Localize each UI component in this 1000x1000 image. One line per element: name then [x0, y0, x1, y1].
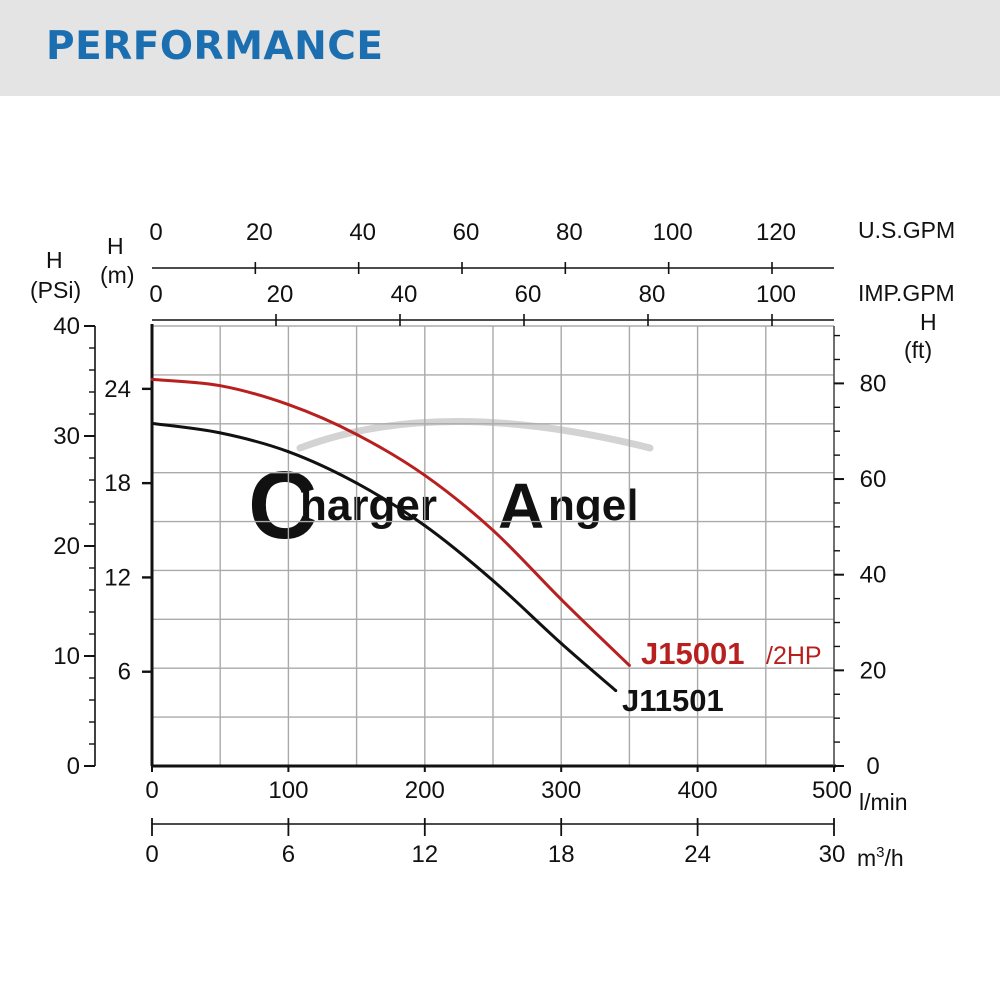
y-tick-label-m: 24 [104, 376, 131, 403]
y-tick-label-ft: 0 [866, 753, 879, 780]
y-tick-label-m: 12 [104, 564, 131, 591]
x-tick-label-imp-gpm: 20 [267, 281, 294, 308]
y-label-ft-h: H [920, 309, 937, 335]
data-point-j11501 [559, 641, 563, 645]
y-label-ft-unit: (ft) [904, 337, 932, 363]
y-tick-label-psi: 10 [53, 643, 80, 670]
x-tick-label-lpm: 500 [812, 777, 852, 804]
data-point-j15001 [286, 403, 290, 407]
y-label-m-unit: (m) [100, 262, 134, 288]
x-tick-label-lpm: 400 [678, 777, 718, 804]
y-label-m-h: H [107, 233, 124, 259]
y-tick-label-psi: 40 [53, 313, 80, 340]
y-tick-label-ft: 40 [860, 562, 887, 589]
x-tick-label-lpm: 0 [145, 777, 158, 804]
data-point-j11501 [614, 689, 618, 693]
y-label-psi-h: H [46, 247, 63, 273]
x-tick-label-lpm: 200 [405, 777, 445, 804]
data-point-j15001 [559, 597, 563, 601]
series-label-j11501: J11501 [622, 683, 724, 718]
x-tick-label-us-gpm: 0 [149, 219, 162, 246]
x-tick-label-imp-gpm: 100 [756, 281, 796, 308]
y-tick-label-ft: 60 [860, 466, 887, 493]
x-tick-label-imp-gpm: 40 [391, 281, 418, 308]
x-tick-label-m3h: 24 [684, 841, 711, 868]
x-tick-label-us-gpm: 120 [756, 219, 796, 246]
x-tick-label-imp-gpm: 80 [639, 281, 666, 308]
data-point-j15001 [627, 663, 631, 667]
y-tick-label-m: 6 [118, 659, 131, 686]
x-tick-label-m3h: 18 [548, 841, 575, 868]
x-tick-label-lpm: 100 [268, 777, 308, 804]
x-tick-label-imp-gpm: 60 [515, 281, 542, 308]
chart-axes [84, 262, 844, 836]
data-point-j11501 [218, 431, 222, 435]
data-point-j15001 [150, 377, 154, 381]
x-tick-label-m3h: 30 [819, 841, 846, 868]
series-line-j11501 [151, 421, 617, 692]
series-label-power: /2HP [766, 642, 822, 670]
x-tick-label-m3h: 12 [411, 841, 438, 868]
data-point-j15001 [218, 384, 222, 388]
watermark-initial-c: C [248, 452, 317, 559]
x-tick-label-us-gpm: 80 [556, 219, 583, 246]
watermark-swoosh [296, 418, 654, 452]
y-tick-label-psi: 20 [53, 533, 80, 560]
y-tick-label-ft: 20 [860, 657, 887, 684]
data-point-j15001 [355, 432, 359, 436]
series-line-j15001 [151, 377, 631, 667]
y-label-psi-unit: (PSi) [30, 277, 81, 303]
header-banner: PERFORMANCE [0, 0, 1000, 96]
y-tick-label-m: 18 [104, 470, 131, 497]
x-tick-label-lpm: 300 [541, 777, 581, 804]
x-tick-label-m3h: 0 [145, 841, 158, 868]
data-point-j11501 [150, 421, 154, 425]
x-unit-imp-gpm: IMP.GPM [858, 280, 955, 306]
data-point-j11501 [491, 579, 495, 583]
x-tick-label-us-gpm: 40 [349, 219, 376, 246]
y-tick-label-ft: 80 [860, 370, 887, 397]
watermark-initial-a: A [498, 470, 544, 542]
x-tick-label-m3h: 6 [282, 841, 295, 868]
chart-series [150, 377, 631, 693]
x-unit-us-gpm: U.S.GPM [858, 217, 955, 243]
data-point-j11501 [423, 524, 427, 528]
x-unit-lpm: l/min [859, 789, 908, 815]
x-unit-m3h: m3/h [857, 844, 904, 871]
page-title: PERFORMANCE [46, 24, 384, 69]
x-tick-label-us-gpm: 20 [246, 219, 273, 246]
x-tick-label-us-gpm: 60 [453, 219, 480, 246]
series-label-j15001: J15001 [641, 636, 744, 671]
y-tick-label-psi: 0 [67, 753, 80, 780]
data-point-j11501 [355, 481, 359, 485]
y-tick-label-psi: 30 [53, 423, 80, 450]
data-point-j15001 [423, 473, 427, 477]
data-point-j15001 [491, 528, 495, 532]
data-point-j11501 [286, 450, 290, 454]
x-tick-label-us-gpm: 100 [653, 219, 693, 246]
x-tick-label-imp-gpm: 0 [149, 281, 162, 308]
